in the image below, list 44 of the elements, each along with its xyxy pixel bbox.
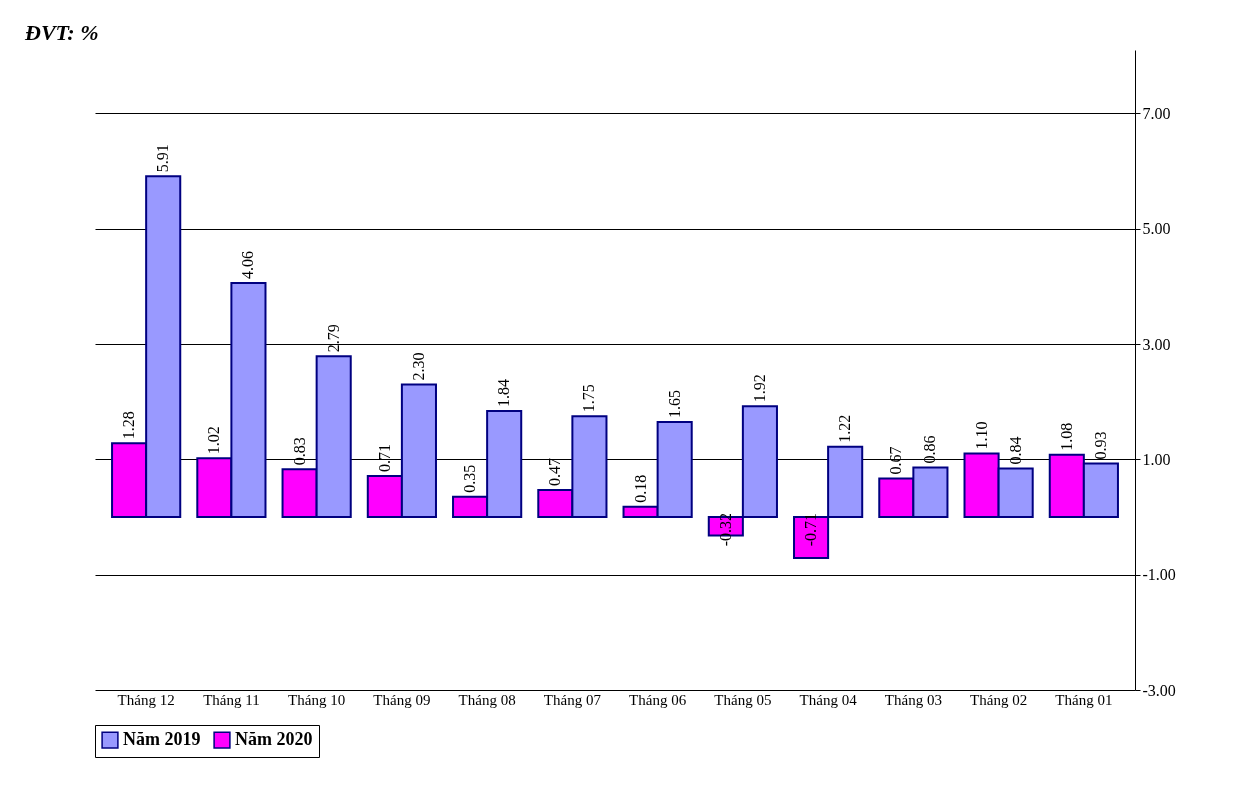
data-label: 5.91 [154, 144, 172, 173]
legend-label: Năm 2019 [123, 729, 201, 750]
data-label: 0.47 [546, 457, 564, 486]
data-label: -0.71 [802, 513, 820, 547]
legend-label: Năm 2020 [235, 729, 313, 750]
data-label: 0.84 [1006, 436, 1024, 465]
data-label: -0.32 [716, 513, 734, 547]
y-tick-label: 3.00 [1142, 335, 1171, 353]
x-tick-label: Tháng 10 [288, 691, 346, 708]
data-label: 2.79 [324, 324, 342, 353]
data-label: 2.30 [409, 352, 427, 381]
data-label: 1.28 [120, 411, 138, 440]
x-tick-label: Tháng 07 [543, 691, 602, 708]
y-tick-label: 5.00 [1142, 220, 1171, 238]
data-label: 0.35 [461, 464, 479, 493]
x-tick-label: Tháng 12 [117, 691, 175, 708]
data-label: 4.06 [239, 250, 257, 279]
x-tick-label: Tháng 05 [714, 691, 772, 708]
y-tick-label: -3.00 [1142, 681, 1176, 699]
data-label: 1.10 [972, 421, 990, 450]
y-tick-label: -1.00 [1142, 566, 1176, 584]
data-label: 1.65 [665, 389, 683, 418]
data-label: 0.18 [631, 474, 649, 503]
x-tick-label: Tháng 09 [373, 691, 431, 708]
x-tick-label: Tháng 04 [799, 691, 858, 708]
x-tick-label: Tháng 03 [884, 691, 942, 708]
data-label: 0.67 [887, 446, 905, 475]
data-label: 0.93 [1091, 431, 1109, 460]
x-tick-label: Tháng 02 [970, 691, 1028, 708]
x-tick-label: Tháng 08 [458, 691, 516, 708]
x-tick-label: Tháng 01 [1055, 691, 1113, 708]
data-label: 0.71 [375, 444, 393, 473]
data-label: 1.02 [205, 426, 223, 455]
x-tick-label: Tháng 06 [629, 691, 687, 708]
y-tick-label: 7.00 [1142, 104, 1171, 122]
data-label: 1.22 [836, 414, 854, 443]
data-label: 1.84 [495, 378, 513, 407]
y-tick-label: 1.00 [1142, 450, 1171, 468]
chart-title: ĐVT: % [24, 20, 99, 45]
data-label: 1.92 [750, 374, 768, 403]
data-label: 0.86 [921, 435, 939, 464]
data-label: 1.75 [580, 384, 598, 413]
x-tick-label: Tháng 11 [203, 691, 260, 708]
data-label: 1.08 [1057, 422, 1075, 451]
